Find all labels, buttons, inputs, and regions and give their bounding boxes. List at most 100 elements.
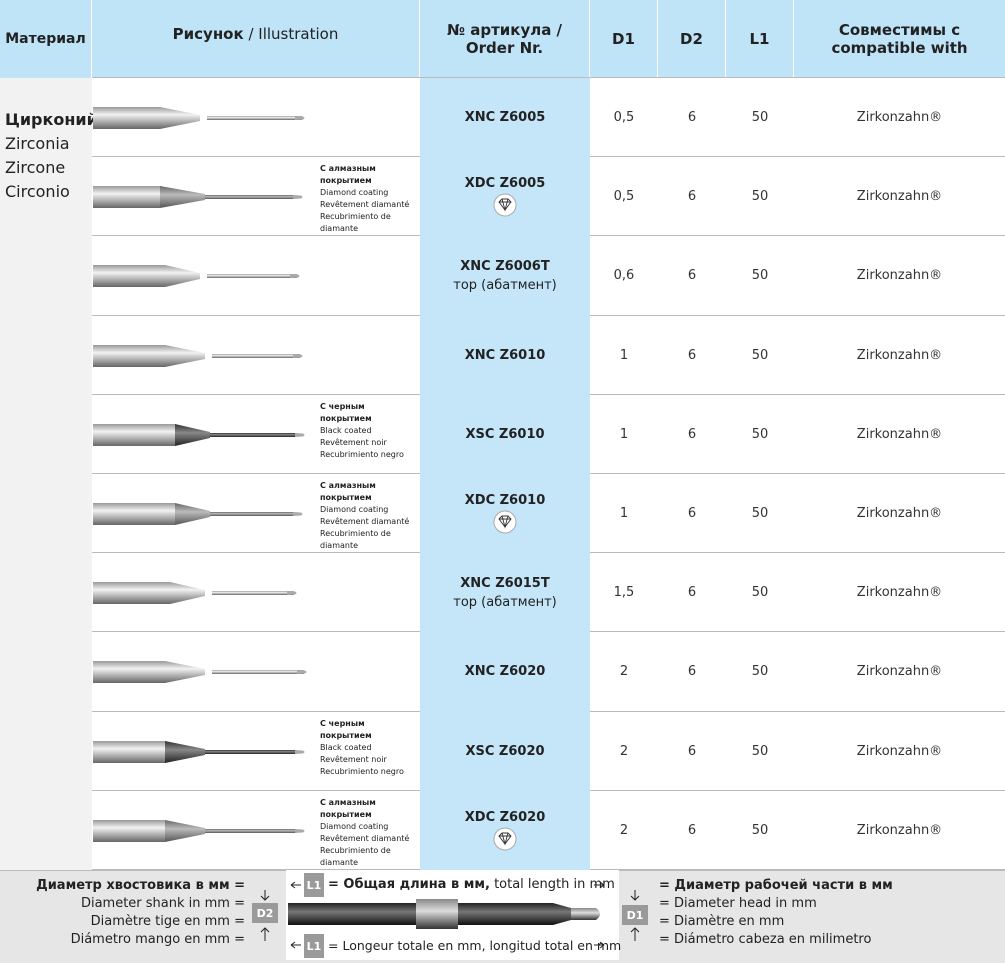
cell-d1: 1 [619,347,629,363]
coating-line: Revêtement noir [320,754,387,764]
length-top: = Общая длина в мм, total length in mm [328,876,615,894]
order-cell: XNC Z6010 [420,315,590,395]
cell-l1: 50 [751,506,769,522]
cell-l1: 50 [751,426,769,442]
text: = Diameter head in mm [659,896,817,911]
cell-compat: Zirkonzahn® [856,426,943,442]
legend-drawing [286,870,619,960]
order: XDC Z6020 [464,809,546,825]
cell-d2: 6 [687,743,697,759]
legend-head: = Диаметр рабочей части в мм = Diameter … [659,877,893,949]
material-cell: Цирконий Zirconia Zircone Circonio [0,78,98,870]
legend-shank: Диаметр хвостовика в мм = Diameter shank… [0,877,245,949]
text: = Общая длина в мм, [328,877,490,892]
length-bottom: = Longeur totale en mm, longitud total e… [328,938,622,953]
cell-d1: 2 [619,822,629,838]
tool-drawing [93,503,303,525]
header-illustration: Рисунок / Illustration [92,0,420,68]
diamond-icon [493,510,517,534]
order-cell: XSC Z6010 [420,394,590,474]
order-cell: XDC Z6020 [420,790,590,870]
order-cell: XSC Z6020 [420,711,590,791]
d1-arrows [630,890,640,941]
tool-drawing [93,107,305,129]
order: XNC Z6006T [460,258,550,274]
cell-compat: Zirkonzahn® [856,506,943,522]
tool-drawing [93,186,303,209]
legend-tool [288,881,605,949]
order-cell: XDC Z6005 [420,157,590,237]
coating-line: Black coated [320,425,372,435]
order-note: тор (абатмент) [453,277,557,293]
cell-d1: 0,6 [613,268,635,284]
cell-compat: Zirkonzahn® [856,664,943,680]
order: XDC Z6005 [464,176,546,192]
order-cell: XDC Z6010 [420,474,590,554]
cell-compat: Zirkonzahn® [856,268,943,284]
cell-d2: 6 [687,347,697,363]
header-d1: D1 [590,0,658,78]
order-cell: XNC Z6020 [420,632,590,712]
coating-note: С алмазным покрытием Diamond coating Revêt… [320,163,415,235]
cell-d1: 1 [619,426,629,442]
cell-l1: 50 [751,822,769,838]
l1-tag: L1 [304,934,324,958]
tool-drawing [93,265,300,288]
coating-line: Revêtement diamanté [320,200,410,210]
text: Диаметр хвостовика в мм = [36,878,245,893]
header-l1: L1 [726,0,794,78]
cell-d2: 6 [687,426,697,442]
order: XNC Z6005 [464,110,546,126]
coating-note: С черным покрытием Black coated Revêtement… [320,401,415,461]
tool-drawing [93,423,305,446]
order-note: тор (абатмент) [453,594,557,610]
tool-drawing [93,344,303,367]
header-material: Материал [0,0,92,78]
coating-line: Revêtement diamanté [320,517,410,526]
coating-note: С черным покрытием Black coated Revêtement… [320,718,415,778]
cell-d2: 6 [687,268,697,284]
header-compat: Совместимы с compatible with [794,0,1005,78]
cell-l1: 50 [751,268,769,284]
material-line: Circonio [5,182,70,201]
coating-line: Recubrimiento negro [320,766,404,776]
coating-line: Black coated [320,742,372,752]
cell-l1: 50 [751,347,769,363]
cell-d2: 6 [687,585,697,601]
text: Рисунок [172,25,244,43]
text: Diamètre tige en mm = [90,914,245,929]
tool-drawing [93,661,307,684]
cell-l1: 50 [751,664,769,680]
cell-l1: 50 [751,110,769,126]
text: = Diámetro cabeza en milimetro [659,932,872,947]
cell-compat: Zirkonzahn® [856,743,943,759]
d2-arrows [260,890,270,941]
coating-line: Recubrimiento de diamante [320,845,391,867]
d2-tag: D2 [252,903,278,923]
coating-line: Revêtement diamanté [320,833,410,843]
diamond-icon [493,827,517,851]
cell-l1: 50 [751,743,769,759]
cell-compat: Zirkonzahn® [856,347,943,363]
text: / Illustration [248,25,339,43]
text: = Diamètre en mm [659,914,785,929]
diamond-icon [493,193,517,217]
cell-d2: 6 [687,189,697,205]
tool-drawing [93,740,305,763]
text: Diámetro mango en mm = [70,932,245,947]
order: XSC Z6010 [465,426,545,442]
cell-compat: Zirkonzahn® [856,822,943,838]
order: XNC Z6010 [464,347,546,363]
l1-tag: L1 [304,873,324,897]
cell-l1: 50 [751,585,769,601]
order: XDC Z6010 [464,493,546,509]
order-cell: XNC Z6005 [420,78,590,158]
cell-l1: 50 [751,189,769,205]
d1-tag: D1 [622,905,648,925]
order: XSC Z6020 [465,743,545,759]
text: Diameter shank in mm = [80,896,245,911]
cell-d1: 2 [619,664,629,680]
cell-compat: Zirkonzahn® [856,189,943,205]
order: XNC Z6020 [464,664,546,680]
